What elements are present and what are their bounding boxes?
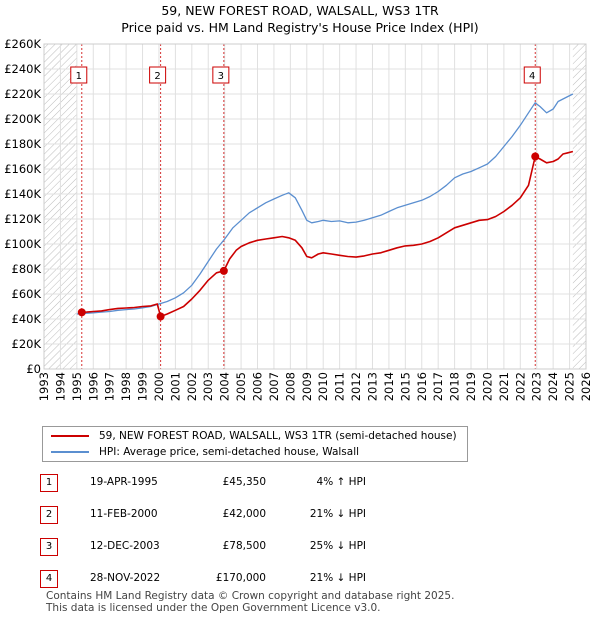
x-tick-label: 2015	[398, 372, 412, 401]
y-tick-label: £220K	[4, 87, 41, 101]
x-tick-label: 2010	[316, 372, 330, 401]
transaction-price: £170,000	[215, 572, 266, 584]
x-tick-label: 1995	[70, 372, 84, 401]
y-tick-label: £20K	[12, 337, 42, 351]
x-tick-label: 2025	[563, 372, 577, 401]
transaction-price: £78,500	[222, 540, 266, 552]
x-tick-label: 2022	[513, 372, 527, 401]
x-tick-label: 2005	[234, 372, 248, 401]
x-tick-label: 2008	[283, 372, 297, 401]
x-tick-label: 2024	[546, 372, 560, 401]
x-tick-label: 2020	[480, 372, 494, 401]
y-tick-label: £120K	[4, 212, 41, 226]
plot-border	[43, 43, 587, 370]
transaction-date: 19-APR-1995	[90, 476, 158, 488]
y-tick-label: £140K	[4, 187, 41, 201]
transaction-date: 28-NOV-2022	[90, 572, 161, 584]
y-tick-label: £200K	[4, 112, 41, 126]
x-tick-label: 2017	[431, 372, 445, 401]
sale-number-label: 2	[154, 71, 160, 82]
x-tick-label: 1996	[86, 372, 100, 401]
legend-label-hpi: HPI: Average price, semi-detached house,…	[99, 446, 360, 458]
transaction-date: 11-FEB-2000	[90, 508, 158, 520]
x-tick-label: 2002	[185, 372, 199, 401]
x-tick-label: 2019	[464, 372, 478, 401]
price-chart: 1 2 3 4 £0 £20K £40K £60K £80K £100K £120K £140K £1…	[4, 37, 593, 401]
transaction-number: 2	[40, 506, 58, 524]
transaction-date: 12-DEC-2003	[90, 540, 160, 552]
x-tick-label: 2018	[448, 372, 462, 401]
x-tick-label: 1994	[53, 372, 67, 401]
transaction-number: 3	[40, 538, 58, 556]
x-tick-label: 2011	[333, 372, 347, 401]
sale-point	[156, 312, 165, 321]
x-tick-label: 2026	[579, 372, 593, 401]
transaction-number: 1	[40, 474, 58, 492]
sale-number-label: 3	[218, 71, 224, 82]
y-tick-label: £240K	[4, 62, 41, 76]
y-tick-label: £0	[26, 362, 41, 376]
sale-point	[219, 266, 228, 275]
x-tick-label: 2003	[201, 372, 215, 401]
y-tick-label: £160K	[4, 162, 41, 176]
transaction-hpi: 25% ↓ HPI	[309, 540, 366, 552]
chart-legend: 59, NEW FOREST ROAD, WALSALL, WS3 1TR (s…	[42, 426, 468, 462]
transaction-price: £45,350	[222, 476, 266, 488]
sale-number-box	[212, 66, 230, 84]
hatched-region	[572, 44, 586, 369]
transaction-price: £42,000	[222, 508, 266, 520]
x-tick-label: 1999	[136, 372, 150, 401]
table-row: 1 19-APR-1995 £45,350 4% ↑ HPI	[40, 474, 440, 494]
table-row: 3 12-DEC-2003 £78,500 25% ↓ HPI	[40, 538, 440, 558]
sale-number-label: 1	[76, 71, 82, 82]
chart-title: 59, NEW FOREST ROAD, WALSALL, WS3 1TR	[161, 3, 439, 18]
x-tick-label: 2014	[382, 372, 396, 401]
x-tick-label: 2012	[349, 372, 363, 401]
x-tick-label: 2009	[300, 372, 314, 401]
footer-line-copyright: Contains HM Land Registry data © Crown c…	[46, 590, 455, 602]
x-tick-label: 2004	[218, 372, 232, 401]
footer-attribution: Contains HM Land Registry data © Crown c…	[46, 590, 454, 614]
plot-background	[44, 44, 586, 369]
transaction-hpi: 21% ↓ HPI	[309, 508, 366, 520]
x-tick-label: 2013	[365, 372, 379, 401]
y-tick-label: £180K	[4, 137, 41, 151]
legend-swatch-blue	[51, 451, 89, 453]
x-tick-label: 2021	[497, 372, 511, 401]
sale-point	[531, 152, 540, 161]
x-tick-label: 1993	[37, 372, 51, 401]
y-tick-label: £80K	[12, 262, 42, 276]
y-tick-label: £100K	[4, 237, 41, 251]
x-tick-label: 2023	[530, 372, 544, 401]
x-tick-label: 2007	[267, 372, 281, 401]
x-tick-label: 2016	[415, 372, 429, 401]
table-row: 2 11-FEB-2000 £42,000 21% ↓ HPI	[40, 506, 440, 526]
transaction-hpi: 4% ↑ HPI	[316, 476, 366, 488]
series-line-hpi	[76, 93, 574, 315]
y-tick-label: £260K	[4, 37, 41, 51]
y-tick-label: £40K	[12, 312, 42, 326]
footer-line-licence: This data is licensed under the Open Gov…	[46, 602, 381, 614]
transaction-hpi: 21% ↓ HPI	[309, 572, 366, 584]
x-tick-label: 1997	[103, 372, 117, 401]
table-row: 4 28-NOV-2022 £170,000 21% ↓ HPI	[40, 570, 440, 590]
chart-subtitle: Price paid vs. HM Land Registry's House …	[121, 20, 479, 35]
sale-number-box	[70, 66, 88, 84]
x-tick-label: 2000	[152, 372, 166, 401]
legend-label-property: 59, NEW FOREST ROAD, WALSALL, WS3 1TR (s…	[99, 430, 457, 442]
x-tick-label: 2006	[251, 372, 265, 401]
x-tick-label: 1998	[119, 372, 133, 401]
transaction-number: 4	[40, 570, 58, 588]
legend-item-hpi: HPI: Average price, semi-detached house,…	[51, 444, 359, 460]
y-tick-label: £60K	[12, 287, 42, 301]
legend-swatch-red	[51, 435, 89, 437]
legend-item-property: 59, NEW FOREST ROAD, WALSALL, WS3 1TR (s…	[51, 428, 457, 444]
x-tick-label: 2001	[168, 372, 182, 401]
sale-number-label: 4	[529, 71, 535, 82]
sale-number-box	[523, 66, 541, 84]
sale-point	[77, 308, 86, 317]
sale-number-box	[149, 66, 167, 84]
